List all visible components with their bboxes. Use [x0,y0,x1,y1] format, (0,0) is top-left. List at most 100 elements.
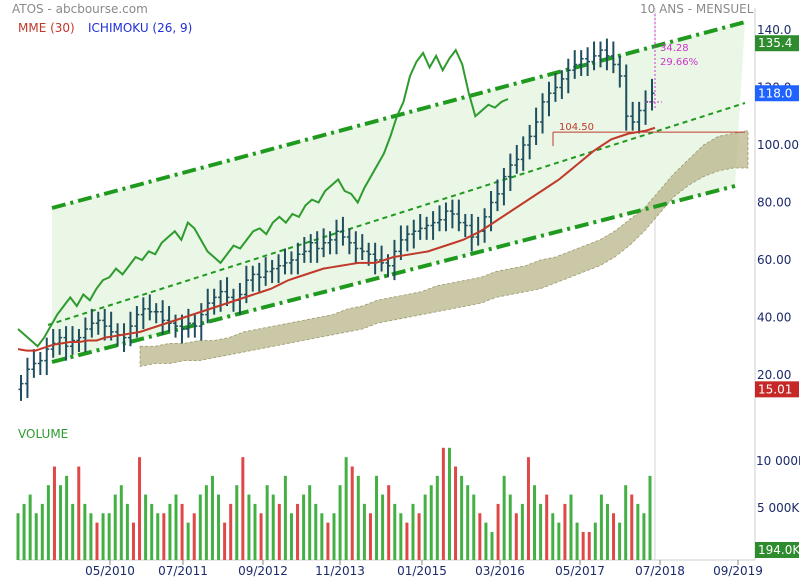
volume-bar [46,485,50,560]
volume-last-flag-text: 194.0K [758,543,800,557]
volume-bar [180,503,184,560]
volume-bar [204,485,208,560]
volume-bar [332,513,336,560]
annotation-points: 34.28 [660,43,689,54]
ichimoku-cloud [139,130,749,367]
volume-bar [247,494,251,560]
volume-bar [411,503,415,560]
volume-bar [314,503,318,560]
volume-bar [508,494,512,560]
volume-bar [466,485,470,560]
volume-bar [545,494,549,560]
volume-bar [22,503,26,560]
volume-bar [575,522,579,560]
volume-bar [356,475,360,560]
volume-bar [223,522,227,560]
channel-mid-line [47,102,746,326]
volume-bar [217,494,221,560]
volume-bar [210,475,214,560]
volume-bar [89,513,93,560]
volume-bar [28,494,32,560]
mme-legend: MME (30) [18,21,75,35]
volume-bar [338,485,342,560]
time-tick-label: 03/2016 [475,564,525,578]
volume-bar [283,475,287,560]
volume-bar [648,475,652,560]
volume-bar [302,494,306,560]
last-price-flag-text: 118.0 [758,86,792,100]
volume-bar [496,503,500,560]
volume-bar [77,466,81,560]
volume-bar [557,522,561,560]
volume-bar [344,457,348,560]
price-tick-label: 60.00 [757,253,791,267]
volume-bar [454,466,458,560]
volume-bar [192,513,196,560]
volume-bar [405,522,409,560]
green-indicator-line [17,48,509,348]
trend-channel-fill [52,22,745,362]
level-line-label: 104.50 [559,122,594,133]
last-price-flag [755,85,799,102]
volume-bar [144,494,148,560]
volume-bar [350,466,354,560]
volume-legend: VOLUME [18,427,69,441]
volume-bar [526,457,530,560]
annotation-percent: 29.66% [660,57,698,68]
volume-bar [551,513,555,560]
volume-tick-label: 10 000K [756,454,800,468]
volume-bar [34,513,38,560]
volume-bar [253,503,257,560]
volume-bar [265,485,269,560]
volume-bar [138,457,142,560]
volume-bar [636,503,640,560]
volume-bar [65,475,69,560]
period-label: 10 ANS - MENSUEL [640,2,754,16]
volume-bar [605,503,609,560]
volume-bar [435,475,439,560]
volume-bar [326,522,330,560]
time-tick-label: 09/2019 [713,564,763,578]
volume-bar [277,503,281,560]
volume-bar [125,503,129,560]
volume-bar [156,513,160,560]
volume-last-flag [755,542,799,558]
volume-bar [119,485,123,560]
volume-bar [630,494,634,560]
volume-bar [368,513,372,560]
volume-bar [417,513,421,560]
time-tick-label: 07/2018 [635,564,685,578]
volume-bar [107,513,111,560]
volume-bar [40,503,44,560]
volume-bar [478,513,482,560]
volume-bar [599,494,603,560]
low-price-flag [755,381,799,398]
time-tick-label: 05/2017 [555,564,605,578]
volume-bar [52,466,56,560]
volume-bar [168,503,172,560]
volume-bar [16,513,20,560]
volume-bar [393,503,397,560]
volume-bar [441,447,445,560]
volume-bar [235,485,239,560]
price-tick-label: 40.00 [757,311,791,325]
volume-bar [308,485,312,560]
price-tick-label: 100.00 [757,138,799,152]
volume-bar [362,503,366,560]
volume-bar [563,503,567,560]
volume-bar [502,475,506,560]
volume-bar [460,475,464,560]
volume-bar [387,485,391,560]
volume-bar [472,494,476,560]
volume-bar [71,503,75,560]
volume-bar [296,503,300,560]
volume-bar [59,485,63,560]
price-tick-label: 140.0 [757,23,791,37]
volume-bar [642,513,646,560]
volume-bar [174,494,178,560]
price-tick-label: 20.00 [757,368,791,382]
time-tick-label: 09/2012 [238,564,288,578]
volume-bar [447,447,451,560]
volume-bar [198,494,202,560]
